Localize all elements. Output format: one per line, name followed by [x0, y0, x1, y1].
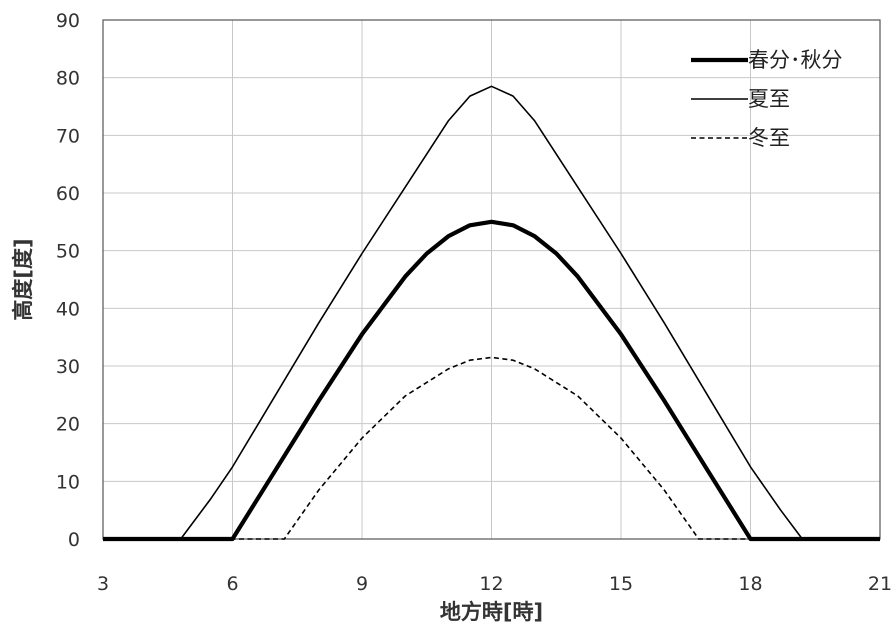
y-tick-label: 90 [56, 10, 80, 32]
series-line [103, 356, 880, 540]
legend-label: 冬至 [748, 126, 790, 150]
y-tick-label: 70 [56, 125, 80, 147]
y-tick-label: 10 [56, 471, 80, 493]
y-tick-label: 0 [68, 529, 80, 551]
y-tick-label: 40 [56, 298, 80, 320]
y-tick-label: 20 [56, 414, 80, 436]
series-line [103, 219, 880, 542]
plot-area-frame [102, 19, 881, 540]
legend-label: 夏至 [748, 87, 790, 111]
x-tick-label: 12 [479, 573, 503, 595]
y-axis-title: 高度[度] [11, 238, 35, 320]
x-tick-label: 15 [609, 573, 633, 595]
legend-label: 春分･秋分 [748, 48, 843, 72]
y-tick-label: 80 [56, 68, 80, 90]
x-tick-label: 3 [97, 573, 109, 595]
y-tick-labels: 0 10 20 30 40 50 60 70 80 90 [56, 10, 80, 551]
x-tick-label: 9 [356, 573, 368, 595]
x-tick-label: 21 [868, 573, 892, 595]
x-tick-label: 18 [738, 573, 762, 595]
y-tick-label: 30 [56, 356, 80, 378]
series-line [103, 85, 880, 540]
series-lines [103, 85, 880, 542]
y-tick-label: 60 [56, 183, 80, 205]
x-tick-label: 6 [226, 573, 238, 595]
y-tick-label: 50 [56, 241, 80, 263]
x-tick-labels: 3 6 9 12 15 18 21 [97, 573, 892, 595]
x-axis-title: 地方時[時] [440, 600, 543, 624]
